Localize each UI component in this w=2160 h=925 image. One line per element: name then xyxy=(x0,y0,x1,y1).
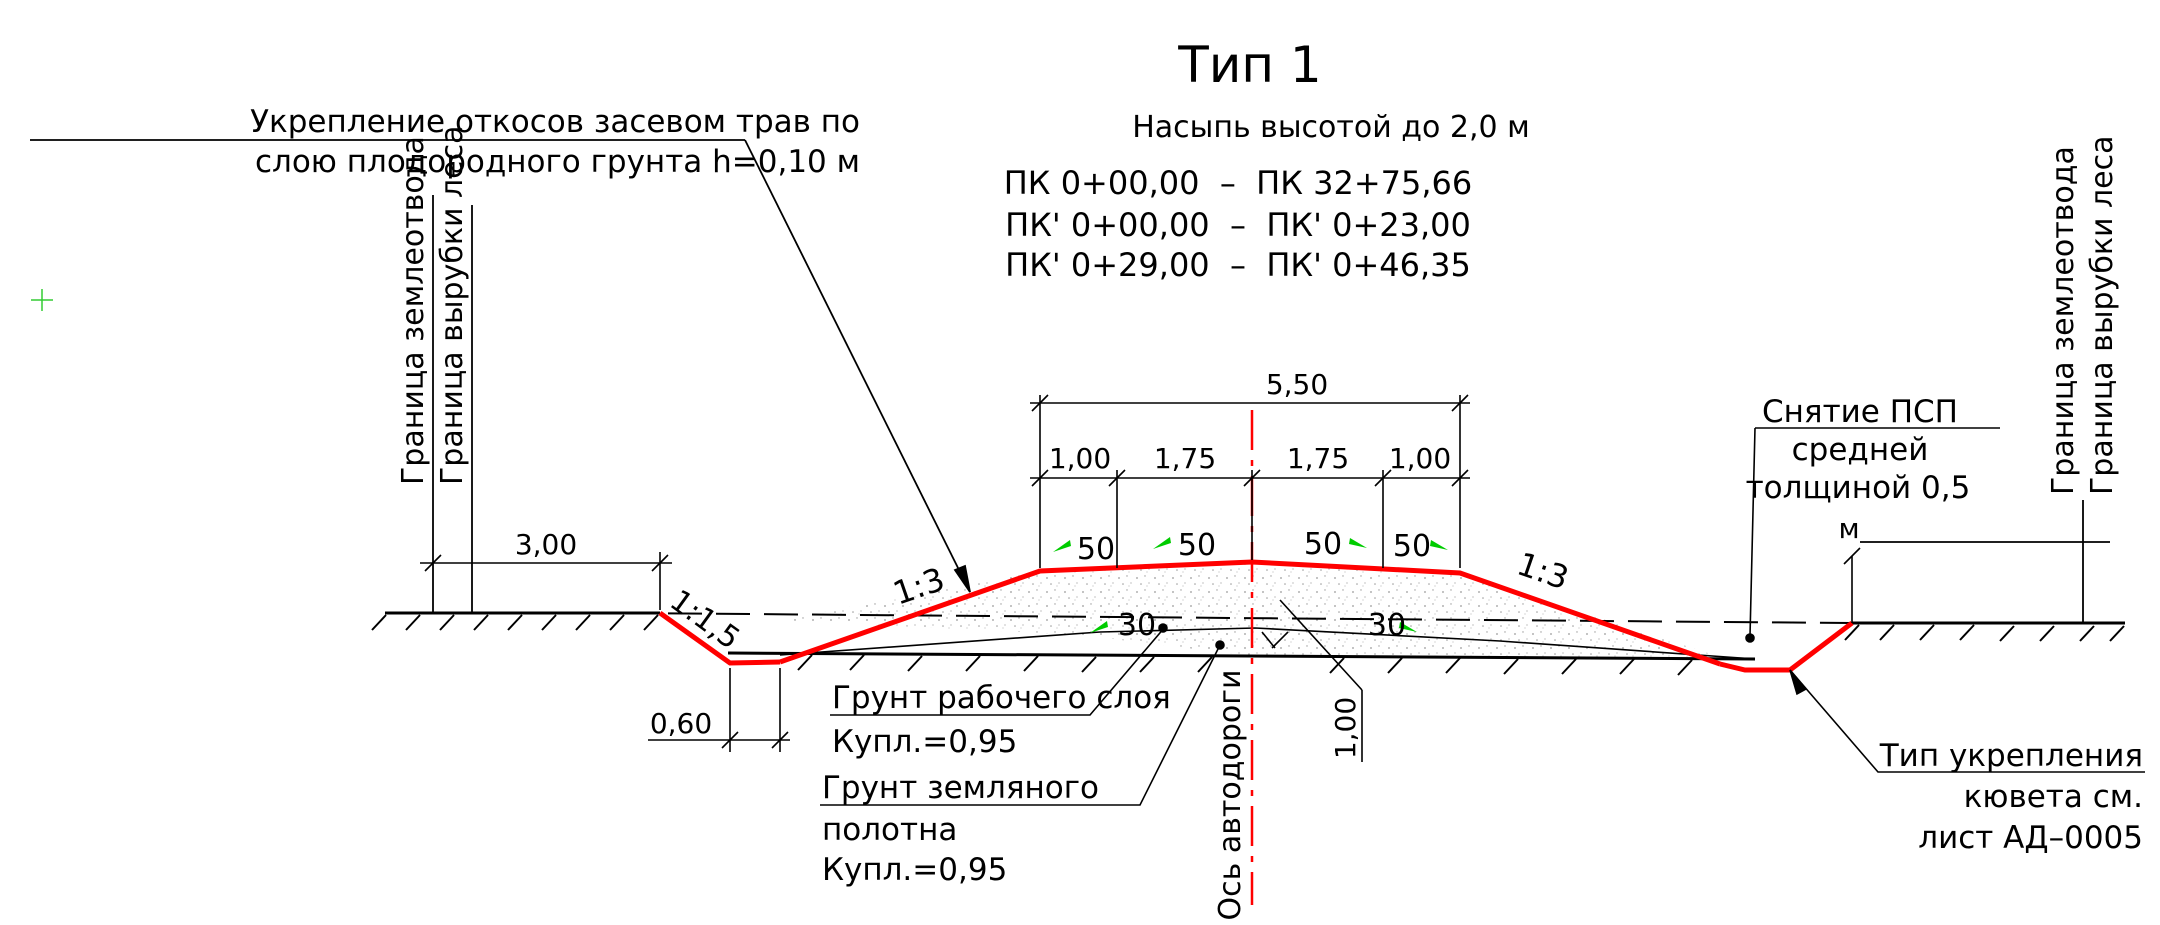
dim-depth: 1,00 xyxy=(1329,697,1362,759)
subgrade-soil-leader xyxy=(820,640,1225,806)
psp-removal-leader xyxy=(1745,427,2000,643)
slope-strengthening-leader xyxy=(30,139,971,593)
dim-ditch-bottom: 0,60 xyxy=(650,707,712,740)
left-ditch-outline xyxy=(658,610,781,666)
drawing-subtitle: Насыпь высотой до 2,0 м xyxy=(1132,110,1530,145)
ditch-type-label-1: Тип укрепления xyxy=(1879,738,2143,774)
dim-total-width: 5,50 xyxy=(1266,368,1328,401)
working-layer-boundary xyxy=(779,627,1756,660)
cross-slope-4: 50 xyxy=(1393,529,1431,564)
right-clearing-boundary-label: Граница вырубки леса xyxy=(2085,135,2120,495)
drawing-title: Тип 1 xyxy=(1177,36,1321,94)
right-boundary-lines xyxy=(1860,500,2110,623)
psp-label-4: м xyxy=(1838,512,1859,545)
slope-arrow-icons xyxy=(1053,537,1448,633)
working-soil-label-1: Грунт рабочего слоя xyxy=(832,680,1171,716)
psp-label-3: толщиной 0,5 xyxy=(1746,470,1971,506)
right-ditch-outline xyxy=(1719,621,1854,673)
dim-berm: 3,00 xyxy=(515,528,577,561)
dim-shoulder-right: 1,00 xyxy=(1389,442,1451,475)
psp-label-2: средней xyxy=(1792,432,1929,468)
ditch-type-leader xyxy=(1789,669,2145,773)
original-ground-line xyxy=(619,612,1853,624)
dim-shoulder-left: 1,00 xyxy=(1049,442,1111,475)
dim-lane-right: 1,75 xyxy=(1287,442,1349,475)
station-range-2: ПК' 0+00,00 – ПК' 0+23,00 xyxy=(1005,206,1471,244)
working-soil-label-2: Купл.=0,95 xyxy=(832,724,1017,760)
crosshair-marker xyxy=(31,289,53,311)
ditch-type-label-3: лист АД–0005 xyxy=(1918,820,2143,856)
left-boundary-lines xyxy=(432,195,473,613)
right-land-boundary-label: Граница землеотвода xyxy=(2046,146,2081,495)
base-slope-left: 30 xyxy=(1118,608,1156,643)
left-land-boundary-label: Граница землеотвода xyxy=(396,136,431,485)
subgrade-soil-label-2: полотна xyxy=(822,812,957,848)
ditch-bottom-dimension xyxy=(648,668,790,752)
psp-label-1: Снятие ПСП xyxy=(1762,394,1958,430)
working-soil-leader xyxy=(830,623,1168,716)
station-range-1: ПК 0+00,00 – ПК 32+75,66 xyxy=(1004,164,1473,202)
dim-lane-left: 1,75 xyxy=(1154,442,1216,475)
depth-dimension xyxy=(1271,599,1363,762)
road-axis-label: Ось автодороги xyxy=(1213,670,1248,921)
station-range-3: ПК' 0+29,00 – ПК' 0+46,35 xyxy=(1005,246,1471,284)
ditch-type-label-2: кювета см. xyxy=(1964,779,2143,815)
embankment-fill xyxy=(780,562,1720,658)
left-clearing-boundary-label: Граница вырубки леса xyxy=(435,125,470,485)
base-slope-right: 30 xyxy=(1368,608,1406,643)
top-dimension-chain xyxy=(1030,394,1470,568)
cross-slope-1: 50 xyxy=(1077,532,1115,567)
ground-hatching xyxy=(371,614,2125,676)
embankment-slope-right: 1:3 xyxy=(1512,545,1573,598)
subgrade-soil-label-3: Купл.=0,95 xyxy=(822,852,1007,888)
subgrade-soil-label-1: Грунт земляного xyxy=(822,770,1099,806)
ground-surface xyxy=(385,611,2125,661)
slope-strengthening-note-1: Укрепление откосов засевом трав по xyxy=(250,104,860,140)
cross-slope-3: 50 xyxy=(1304,527,1342,562)
slope-strengthening-note-2: слою плодородного грунта h=0,10 м xyxy=(255,144,860,180)
berm-dimension xyxy=(420,552,672,610)
cross-slope-2: 50 xyxy=(1178,528,1216,563)
